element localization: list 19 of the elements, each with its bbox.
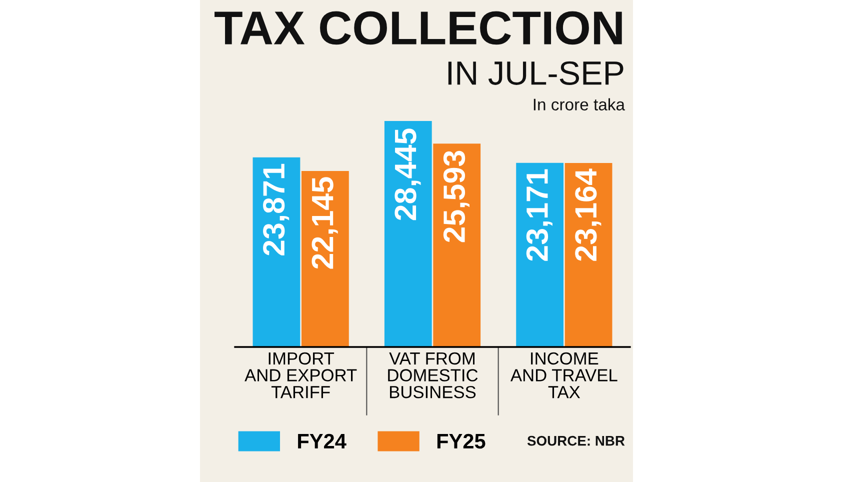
legend-label: FY24 — [298, 434, 346, 448]
x-tick-label: IMPORT AND EXPORT TARIFF — [244, 352, 357, 398]
data-label: 23,164 — [575, 168, 602, 261]
legend-label: FY25 — [437, 434, 486, 449]
text: In crore taka — [534, 98, 626, 110]
data-label: 22,145 — [312, 177, 338, 269]
data-label: 28,445 — [394, 128, 421, 220]
bar — [301, 171, 349, 347]
x-tick-label: INCOME AND TRAVEL TAX — [510, 352, 618, 398]
data-label: 25,593 — [443, 150, 470, 242]
bar — [384, 121, 432, 347]
bar — [433, 144, 481, 347]
bar — [516, 162, 564, 347]
chart-subtitle: IN JUL-SEP — [448, 61, 624, 85]
data-label: 23,171 — [526, 169, 552, 261]
data-label: 23,871 — [263, 164, 290, 256]
chart-title: TAX COLLECTION — [214, 11, 622, 45]
x-tick-label: VAT FROM DOMESTIC BUSINESS — [388, 352, 478, 398]
source-note: SOURCE: NBR — [527, 436, 625, 446]
